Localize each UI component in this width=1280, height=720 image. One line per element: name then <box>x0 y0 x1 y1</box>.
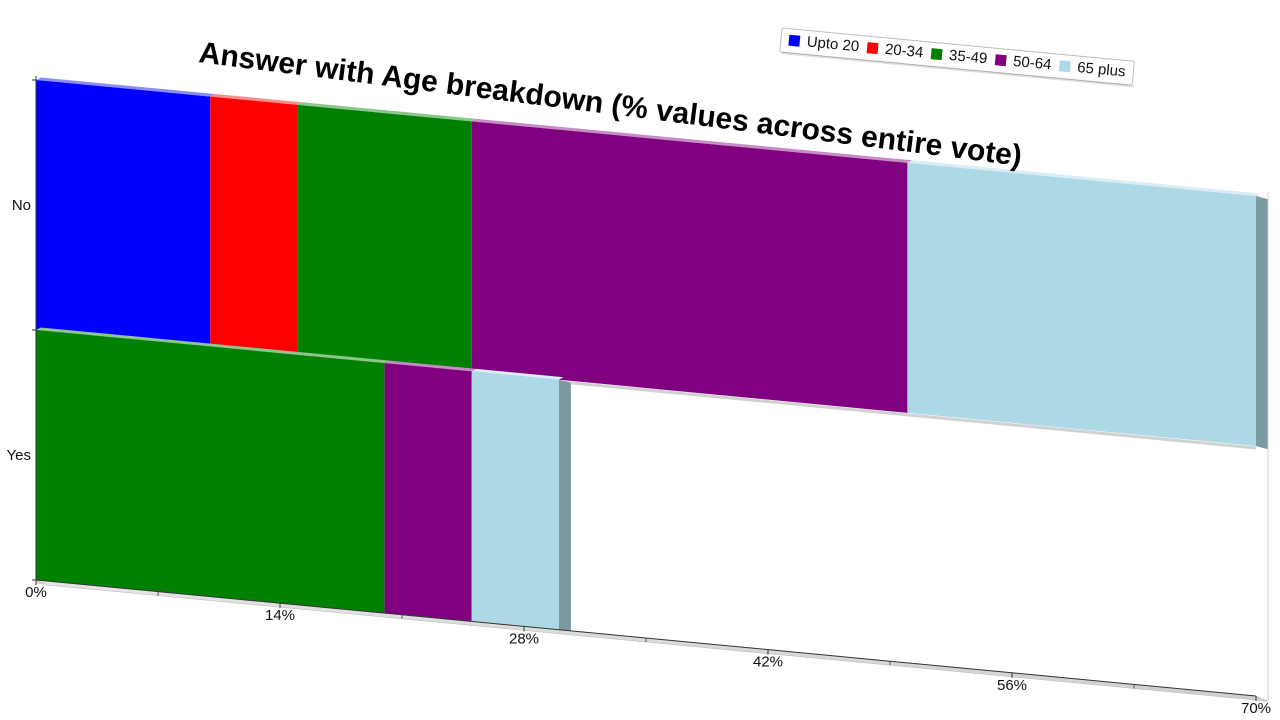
bar-no-upto-20 <box>36 77 216 347</box>
legend-shadow <box>781 52 1135 88</box>
bar-no-35-49 <box>297 102 477 372</box>
bar-yes-50-64 <box>384 360 477 622</box>
legend-swatch <box>994 54 1007 67</box>
axis-floor <box>35 579 1269 702</box>
legend-label: 50-64 <box>1012 53 1052 74</box>
bar-top-face <box>907 160 1261 196</box>
bar-top-face <box>210 94 303 105</box>
bar-top-face <box>384 360 477 372</box>
bar-no-50-64 <box>471 118 913 413</box>
category-label-no: No <box>12 197 31 214</box>
bar-front-face <box>384 363 472 622</box>
bar-front-face <box>36 330 385 614</box>
x-tick-label: 28% <box>509 630 539 647</box>
legend-label: 35-49 <box>948 47 988 68</box>
legend-item-upto-20: Upto 20 <box>788 33 860 55</box>
legend-label: 65 plus <box>1076 59 1126 80</box>
bar-front-face <box>471 121 908 413</box>
legend-label: 20-34 <box>884 41 924 62</box>
x-tick-label: 56% <box>997 677 1027 694</box>
bar-top-face <box>297 102 477 122</box>
bar-front-face <box>297 104 472 372</box>
x-tick-label: 0% <box>25 584 47 601</box>
x-axis-line <box>35 579 1257 697</box>
bar-top-face <box>36 327 390 364</box>
bar-no-20-34 <box>210 94 303 355</box>
x-tick-label: 70% <box>1241 700 1271 717</box>
bar-yes-35-49 <box>36 327 390 614</box>
x-tick-label: 42% <box>753 654 783 671</box>
legend-item-65-plus: 65 plus <box>1058 59 1126 80</box>
legend-item-50-64: 50-64 <box>994 53 1052 74</box>
bar-top-face <box>471 368 564 380</box>
legend: Upto 20 20-34 35-49 50-64 65 plus <box>779 27 1135 88</box>
bar-front-face <box>471 371 559 630</box>
bar-front-face <box>36 80 211 347</box>
bar-no-65-plus <box>907 160 1261 446</box>
x-tick-label: 14% <box>265 607 295 624</box>
legend-swatch <box>930 48 943 61</box>
bar-top-face <box>471 118 913 163</box>
bar-front-face <box>907 162 1256 446</box>
category-label-yes: Yes <box>7 447 31 464</box>
legend-swatch <box>1058 60 1071 73</box>
legend-swatch <box>788 34 801 47</box>
bar-front-face <box>210 96 298 355</box>
legend-label: Upto 20 <box>806 33 860 55</box>
bar-end-face-yes <box>558 379 571 633</box>
axes: No Yes 0% 14% 28% 42% 56% 70% <box>7 76 1271 717</box>
plot-area <box>35 77 1268 634</box>
legend-item-20-34: 20-34 <box>866 41 924 62</box>
bar-top-face <box>36 77 216 97</box>
legend-swatch <box>866 42 879 55</box>
legend-item-35-49: 35-49 <box>930 47 988 68</box>
bar-yes-65-plus <box>471 368 564 630</box>
bar-end-face-no <box>1256 196 1268 450</box>
